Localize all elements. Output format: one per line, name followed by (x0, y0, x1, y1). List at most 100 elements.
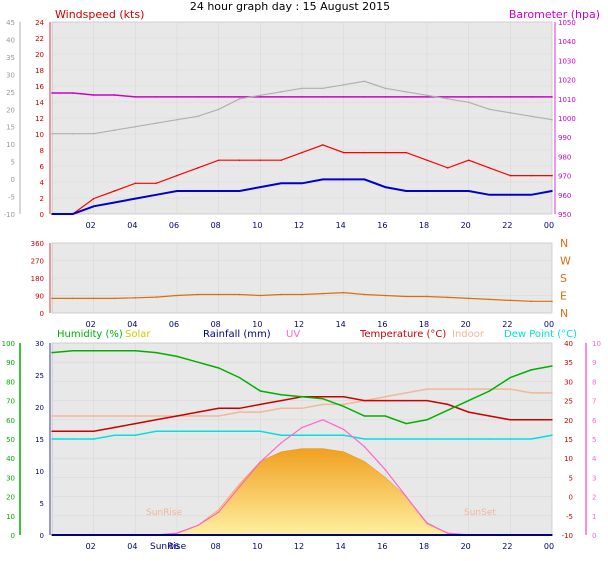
rainfall-point (405, 534, 407, 536)
gust-axis-tick-label: 15 (6, 124, 15, 132)
panel-direction: 02 04 06 08 10 12 14 16 18 20 22 00360270180900NWSE… (31, 237, 571, 329)
solar-axis-tick-label: 15 (35, 436, 44, 444)
gust-point (322, 87, 324, 90)
windspeed-point (426, 159, 428, 162)
avg-wind-point (488, 194, 491, 196)
barometer-point (176, 96, 178, 98)
humidity-axis-tick-label: 50 (6, 436, 15, 444)
dew-point-point (530, 438, 532, 440)
temperature-point (363, 399, 366, 402)
panel-wind-grid (52, 21, 553, 215)
wind-direction-point (301, 293, 303, 296)
wind-direction-point (405, 295, 407, 298)
rainfall-point (426, 534, 428, 536)
uv-axis-tick-label: 2 (592, 494, 596, 502)
time-tick-label: 10 (252, 542, 262, 551)
windspeed-point (176, 174, 178, 177)
dew-point-point (405, 438, 407, 440)
barometer-axis-tick-label: 990 (558, 134, 571, 142)
uv-axis-tick-label: 10 (592, 340, 601, 348)
uv-point (447, 532, 449, 534)
windspeed-point (509, 174, 512, 177)
temperature-axis-tick-label: 15 (564, 436, 573, 444)
panel-wind: Windspeed (kts) Barometer (hpa) 02 04 06 08… (4, 8, 600, 230)
indoor-point (113, 415, 116, 417)
time-tick-label: 18 (419, 542, 429, 551)
barometer-axis-tick-label: 960 (558, 192, 571, 200)
humidity-point (301, 396, 303, 398)
barometer-point (426, 96, 428, 98)
direction-axis-tick-label: 360 (31, 240, 44, 248)
uv-point (197, 524, 199, 527)
time-tick-label: 20 (461, 542, 471, 551)
time-tick-label: 16 (377, 320, 387, 329)
barometer-point (363, 96, 366, 98)
gust-axis-tick-label: 25 (6, 89, 15, 97)
barometer-point (530, 96, 532, 98)
humidity-point (197, 361, 199, 363)
rainfall-point (197, 534, 199, 536)
gust-axis-tick-label: 40 (6, 36, 15, 44)
windspeed-point (301, 151, 303, 154)
uv-point (322, 419, 324, 421)
gust-point (280, 91, 282, 93)
windspeed-point (467, 159, 470, 162)
indoor-point (405, 392, 407, 394)
legend-indoor: Indoor (452, 329, 485, 340)
uv-axis-tick-label: 6 (592, 417, 597, 425)
dew-point-point (259, 430, 262, 433)
humidity-axis-tick-label: 70 (6, 398, 15, 406)
barometer-point (72, 92, 74, 94)
avg-wind-point (155, 194, 157, 196)
indoor-point (72, 415, 74, 417)
gust-point (342, 84, 345, 86)
avg-wind-point (301, 182, 303, 185)
time-tick-label: 04 (127, 221, 137, 230)
temperature-point (259, 403, 262, 406)
dew-point-point (426, 438, 428, 440)
uv-axis-tick-label: 7 (592, 398, 596, 406)
gust-axis-tick-label: -5 (8, 194, 15, 202)
rainfall-point (155, 534, 157, 536)
humidity-point (259, 390, 262, 392)
time-tick-label: 02 (86, 221, 96, 230)
uv-point (342, 428, 345, 431)
uv-point (176, 532, 178, 534)
rainfall-point (467, 534, 470, 536)
rainfall-point (238, 534, 241, 536)
time-tick-label: 20 (461, 320, 471, 329)
temperature-axis-tick-label: 5 (569, 474, 573, 482)
time-tick-label: 14 (336, 320, 346, 329)
windspeed-point (530, 174, 532, 177)
barometer-axis-tick-label: 980 (558, 153, 571, 161)
avg-wind-point (51, 213, 53, 215)
gust-point (259, 94, 262, 97)
wind-direction-point (155, 296, 157, 298)
time-tick-label: 16 (377, 221, 387, 230)
dew-point-point (238, 430, 241, 433)
windspeed-point (551, 174, 553, 177)
time-tick-label: 14 (336, 221, 346, 230)
panel-climate: Humidity (%) Solar Rainfall (mm) UV Temp… (2, 329, 601, 552)
gust-axis-tick-label: 35 (6, 54, 15, 62)
gust-point (92, 132, 95, 135)
humidity-axis-tick-label: 80 (6, 378, 15, 386)
temperature-point (426, 399, 428, 402)
direction-axis-tick-label: 270 (31, 258, 44, 266)
time-tick-label: 06 (169, 320, 179, 329)
compass-label: W (560, 255, 571, 268)
humidity-axis-tick-label: 0 (11, 532, 15, 540)
barometer-point (488, 96, 491, 98)
barometer-point (384, 96, 387, 98)
windspeed-axis-tick-label: 12 (35, 115, 44, 123)
dew-point-point (134, 434, 137, 436)
wind-direction-point (551, 300, 553, 303)
wind-direction-point (280, 293, 282, 296)
time-tick-label: 00 (544, 542, 554, 551)
uv-axis-tick-label: 4 (592, 455, 597, 463)
sunset-label: SunSet (464, 508, 496, 518)
avg-wind-point (447, 190, 449, 192)
dew-point-point (342, 434, 345, 436)
barometer-point (551, 96, 553, 98)
time-tick-label: 14 (336, 542, 346, 551)
